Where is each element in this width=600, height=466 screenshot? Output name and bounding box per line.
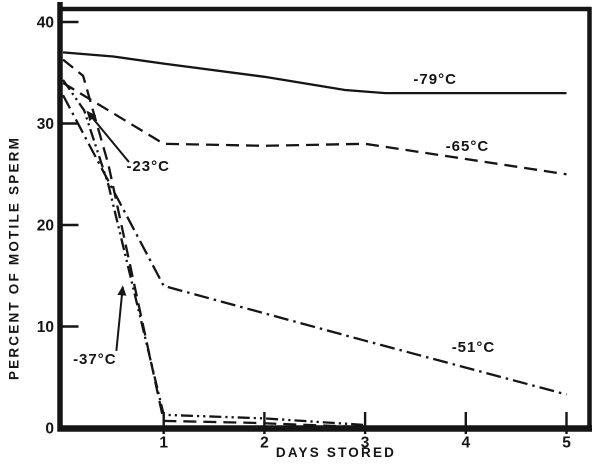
y-axis-title: PERCENT OF MOTILE SPERM	[6, 135, 22, 381]
x-tick-label-3: 3	[361, 435, 370, 452]
curve-labels: -79°C -65°C -51°C -37°C -23°C	[73, 71, 496, 368]
series-curves	[61, 51, 567, 428]
series-line-minus-51C	[61, 94, 567, 396]
curve-label-minus-51C: -51°C	[452, 339, 496, 356]
curve-label-minus-37C: -37°C	[73, 351, 117, 368]
plot-frame	[57, 2, 592, 432]
annotation-arrow-minus-37C	[115, 285, 127, 351]
series-line-minus-65C	[62, 81, 567, 176]
x-tick-label-4: 4	[461, 435, 470, 452]
y-tick-label-40: 40	[37, 15, 54, 32]
y-tick-label-10: 10	[37, 319, 54, 336]
x-tick-label-2: 2	[260, 435, 269, 452]
y-tick-label-0: 0	[45, 421, 54, 438]
curve-label-minus-23C: -23°C	[126, 158, 170, 175]
axis-ticks: 1 2 3 4 5 0 10 20 30 40	[37, 15, 571, 452]
x-axis-title: DAYS STORED	[275, 445, 397, 460]
curve-label-minus-79C: -79°C	[413, 71, 457, 88]
series-line-minus-37C	[62, 58, 356, 428]
y-tick-label-30: 30	[37, 116, 54, 133]
series-line-minus-23C	[62, 79, 366, 427]
x-tick-label-1: 1	[159, 435, 168, 452]
annotation-arrow-minus-23C	[86, 110, 130, 163]
curve-label-minus-65C: -65°C	[446, 138, 490, 155]
y-tick-label-20: 20	[37, 218, 54, 235]
series-line-minus-79C	[62, 51, 567, 95]
x-tick-label-5: 5	[562, 435, 571, 452]
